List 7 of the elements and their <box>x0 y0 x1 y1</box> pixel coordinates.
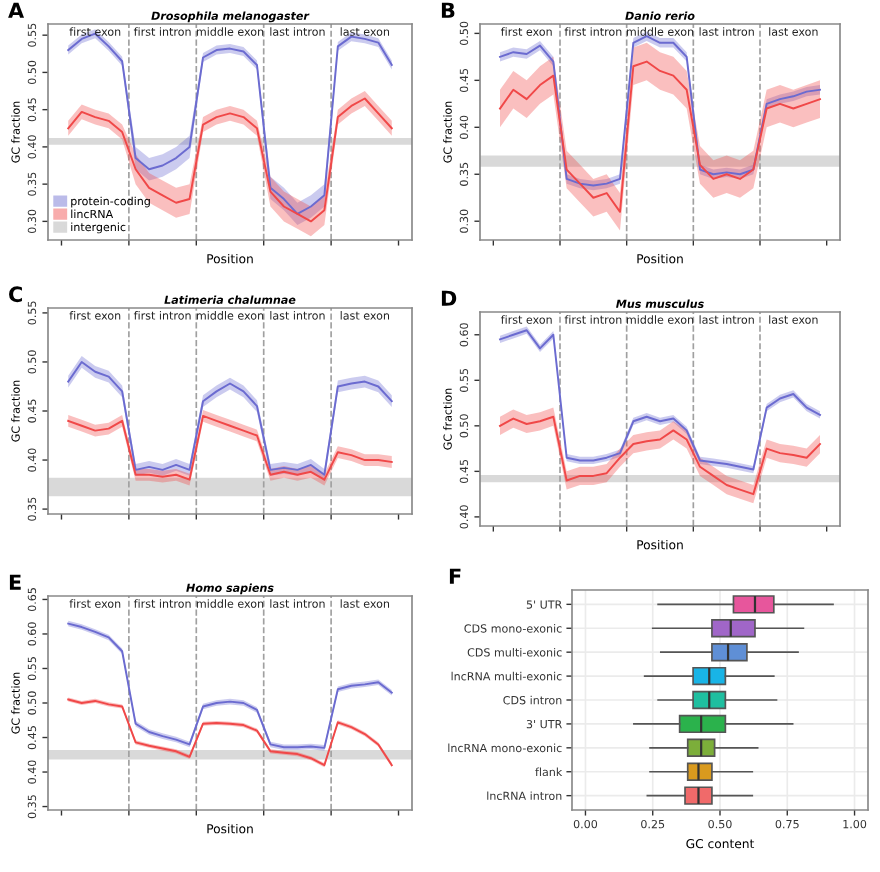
text: F <box>449 568 461 584</box>
text: A <box>8 2 25 18</box>
text: D <box>441 290 457 306</box>
text: E <box>9 574 21 590</box>
text: C <box>9 286 22 303</box>
line-series <box>499 60 821 213</box>
text: B <box>441 2 455 18</box>
